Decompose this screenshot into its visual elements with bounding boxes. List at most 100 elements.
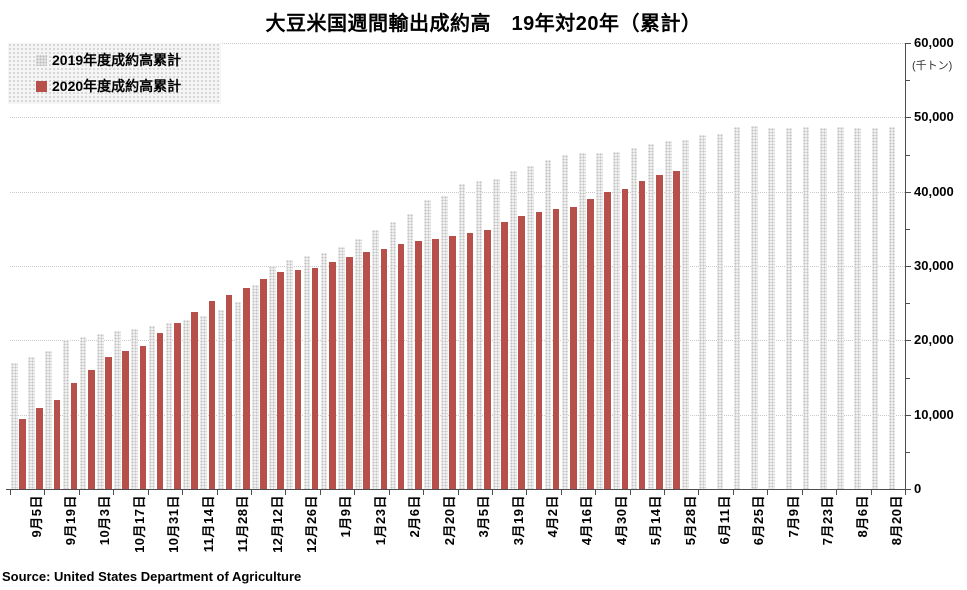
- bar-2020-1月9日: [329, 262, 336, 489]
- y-tick-60000: [906, 43, 911, 44]
- y-tick-50000: [906, 117, 911, 119]
- bar-2020-4月2日: [535, 211, 543, 489]
- bar-2019-5月14日: [630, 147, 638, 489]
- bar-2019-7月2日: [751, 126, 758, 489]
- x-tick-38: [664, 490, 666, 495]
- bar-2019-6月11日: [699, 135, 707, 489]
- chart-title: 大豆米国週間輸出成約高 19年対20年（累計）: [265, 13, 702, 35]
- y-tick-label-0: 0: [914, 481, 922, 496]
- bar-2019-2月6日: [389, 222, 397, 489]
- gridline-60000: [10, 43, 905, 44]
- bar-2019-3月5日: [458, 183, 466, 489]
- x-tick-4: [78, 490, 80, 495]
- bar-2019-4月2日: [527, 165, 534, 489]
- x-axis-line: [6, 489, 905, 490]
- bar-2019-1月30日: [372, 230, 380, 489]
- bar-2019-11月14日: [183, 319, 190, 489]
- x-tick-48: [836, 490, 838, 495]
- legend-label-2020: 2020年度成約高累計: [52, 78, 182, 94]
- bar-2020-2月20日: [432, 238, 439, 489]
- x-tick-16: [285, 490, 287, 495]
- x-label-4月2日: 4月2日: [544, 495, 560, 538]
- x-label-6月11日: 6月11日: [717, 495, 733, 545]
- bar-2020-5月14日: [638, 180, 646, 489]
- bar-2020-12月26日: [294, 269, 302, 489]
- x-tick-36: [629, 490, 631, 495]
- bar-2019-6月4日: [682, 139, 689, 489]
- bar-2020-3月5日: [466, 233, 474, 489]
- bar-2019-8月6日: [837, 127, 844, 489]
- bar-2019-7月16日: [785, 128, 793, 489]
- x-label-12月26日: 12月26日: [303, 495, 319, 553]
- bar-2020-12月12日: [260, 278, 267, 489]
- x-label-10月31日: 10月31日: [166, 495, 182, 553]
- bar-2019-4月9日: [544, 160, 552, 489]
- bar-2020-2月6日: [397, 244, 405, 489]
- bar-2020-4月9日: [552, 208, 560, 489]
- x-label-4月16日: 4月16日: [579, 495, 595, 546]
- bar-2019-4月16日: [561, 154, 569, 489]
- bar-2019-2月13日: [406, 213, 414, 489]
- x-label-2月20日: 2月20日: [441, 495, 457, 546]
- y-tick-25000: [906, 303, 910, 305]
- bar-2020-2月27日: [449, 236, 457, 489]
- bar-2019-12月19日: [269, 266, 276, 489]
- gridline-40000: [10, 191, 905, 193]
- bar-2019-7月9日: [768, 127, 775, 489]
- x-label-6月25日: 6月25日: [751, 495, 767, 546]
- legend-label-2019: 2019年度成約高累計: [52, 52, 182, 68]
- bar-2019-9月26日: [62, 339, 70, 489]
- legend-item-2020: 2020年度成約高累計: [36, 78, 181, 94]
- y-tick-label-40,000: 40,000: [914, 183, 954, 199]
- bar-2020-5月21日: [656, 175, 663, 489]
- bar-2019-11月7日: [165, 322, 173, 489]
- bar-2019-4月23日: [578, 153, 586, 489]
- x-label-4月30日: 4月30日: [613, 495, 629, 546]
- bar-2019-8月27日: [888, 127, 896, 489]
- x-label-8月20日: 8月20日: [889, 495, 905, 546]
- plot-area: [10, 43, 905, 489]
- x-label-9月5日: 9月5日: [28, 495, 44, 538]
- bar-2019-9月5日: [11, 363, 18, 489]
- x-label-10月3日: 10月3日: [97, 495, 113, 546]
- bar-2020-5月7日: [621, 188, 629, 489]
- x-label-3月19日: 3月19日: [510, 495, 526, 546]
- legend-item-2019: 2019年度成約高累計: [36, 52, 181, 68]
- bar-2019-1月23日: [355, 238, 362, 489]
- bar-2020-10月24日: [139, 345, 147, 489]
- bar-2019-10月10日: [97, 333, 104, 489]
- bar-2020-10月31日: [156, 332, 164, 489]
- bar-2019-11月28日: [217, 309, 225, 489]
- bar-2020-4月16日: [569, 207, 577, 489]
- x-tick-8: [147, 490, 149, 495]
- y-tick-40000: [906, 191, 911, 193]
- gridline-20000: [10, 340, 905, 342]
- bar-2019-1月16日: [338, 246, 345, 489]
- bar-2020-4月30日: [604, 192, 611, 489]
- x-tick-0: [10, 490, 11, 495]
- bar-2019-2月20日: [424, 199, 431, 489]
- x-label-11月28日: 11月28日: [235, 495, 251, 553]
- bar-2020-10月3日: [88, 370, 95, 489]
- y-tick-20000: [906, 340, 911, 342]
- y-tick-55000: [906, 80, 910, 82]
- x-tick-44: [767, 490, 769, 495]
- y-tick-label-20,000: 20,000: [914, 332, 954, 348]
- bar-2020-10月17日: [122, 351, 130, 489]
- x-label-2月6日: 2月6日: [407, 495, 423, 538]
- bar-2020-2月13日: [415, 240, 422, 489]
- bar-2019-1月9日: [320, 253, 328, 489]
- legend-marker-2020-icon: [36, 80, 47, 92]
- bar-2019-7月23日: [802, 127, 810, 489]
- bar-2019-10月3日: [79, 336, 87, 489]
- x-label-5月28日: 5月28日: [682, 495, 698, 546]
- bar-2020-1月2日: [311, 267, 319, 489]
- x-label-10月17日: 10月17日: [131, 495, 147, 553]
- x-tick-14: [250, 490, 252, 495]
- y-tick-label-60,000: 60,000: [914, 35, 954, 50]
- x-tick-22: [388, 490, 390, 495]
- gridline-10000: [10, 414, 905, 416]
- bar-2019-6月25日: [733, 127, 741, 489]
- bar-2019-6月18日: [716, 134, 724, 489]
- bar-2019-4月30日: [596, 153, 603, 489]
